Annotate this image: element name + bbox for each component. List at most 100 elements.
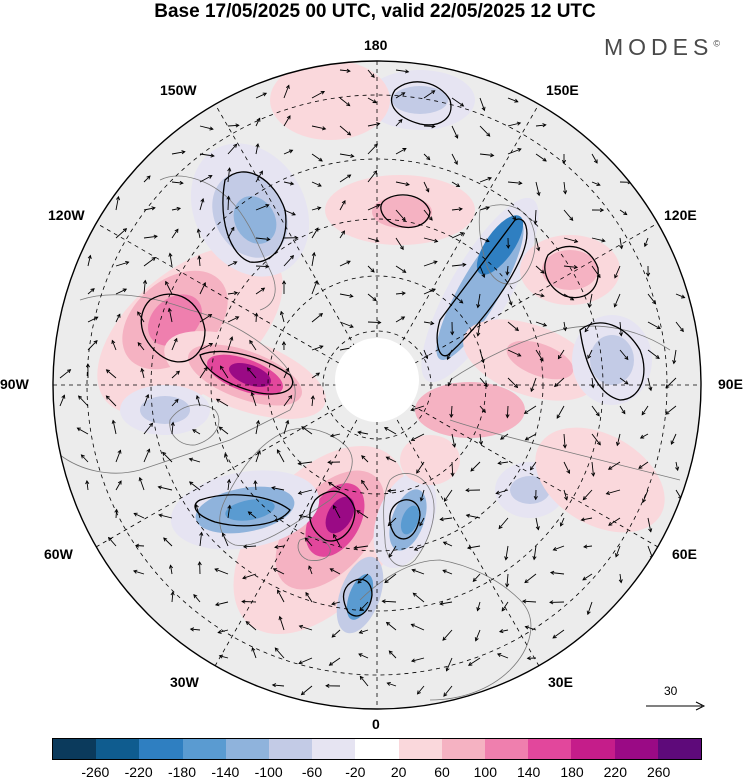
contour-ural-low	[579, 322, 645, 401]
wind-vector-head	[433, 238, 439, 243]
wind-vector-head	[595, 412, 600, 417]
wind-vector-head	[168, 564, 174, 569]
wind-vector	[298, 489, 313, 494]
anomaly-patch	[415, 382, 525, 438]
wind-vector	[59, 395, 65, 407]
wind-vector	[215, 601, 229, 606]
wind-vector-head	[540, 269, 545, 274]
wind-vector	[279, 616, 285, 631]
wind-vector-head	[285, 367, 290, 372]
anomaly-patch	[510, 476, 550, 504]
wind-vector	[535, 181, 540, 196]
wind-vector	[501, 601, 509, 612]
wind-vector-head	[214, 602, 220, 607]
lon-label-30w: 30W	[170, 674, 199, 690]
colorbar-swatch	[528, 739, 572, 759]
wind-vector	[255, 313, 258, 323]
wind-vector-head	[117, 480, 122, 485]
wind-vector-head	[310, 395, 315, 400]
wind-vector-head	[358, 653, 363, 658]
wind-vector	[311, 153, 323, 162]
wind-vector-head	[459, 299, 464, 304]
wind-vector-head	[347, 174, 352, 179]
anomaly-patch	[476, 215, 524, 275]
wind-vector	[665, 377, 677, 389]
wind-vector-head	[593, 159, 598, 164]
colorbar-swatch	[225, 739, 270, 759]
wind-vector	[535, 153, 547, 162]
wind-vector	[193, 594, 201, 603]
wind-vector	[411, 433, 425, 441]
wind-vector-head	[428, 216, 433, 221]
wind-vector-head	[370, 73, 375, 79]
wind-vector-head	[327, 460, 332, 465]
contour-europe-low	[342, 578, 373, 617]
wind-vector-head	[454, 160, 458, 165]
wind-vector-head	[481, 106, 486, 112]
wind-vector-head	[486, 132, 491, 137]
wind-vector	[277, 589, 285, 603]
wind-vector	[199, 282, 206, 295]
wind-vector	[299, 625, 313, 631]
wind-vector	[143, 257, 156, 267]
wind-vector	[227, 261, 237, 267]
wind-vector	[170, 565, 173, 575]
wind-vector-head	[485, 206, 490, 211]
wind-vector	[479, 125, 491, 137]
wind-vector	[367, 321, 381, 324]
wind-vector	[272, 684, 285, 687]
contour-arctic-high	[380, 194, 431, 229]
coastline-europe	[359, 559, 532, 701]
anomaly-patch	[270, 61, 390, 140]
wind-vector	[608, 461, 621, 470]
wind-vector	[171, 151, 185, 155]
colorbar-swatch	[614, 739, 658, 759]
wind-vector-head	[327, 481, 333, 486]
wind-vector	[563, 489, 568, 500]
wind-vector-head	[642, 498, 646, 503]
wind-vector-head	[274, 647, 279, 652]
wind-vector	[192, 429, 201, 435]
wind-vector-head	[265, 203, 270, 208]
wind-vector	[339, 260, 351, 267]
wind-vector-head	[210, 153, 215, 158]
wind-vector-head	[226, 195, 231, 200]
wind-vector	[115, 228, 127, 239]
wind-vector-head	[495, 490, 500, 495]
wind-vector-head	[450, 331, 455, 336]
wind-vector	[642, 489, 649, 503]
wind-vector	[283, 149, 293, 155]
wind-vector	[553, 545, 565, 551]
wind-vector-head	[675, 466, 680, 472]
wind-vector-head	[476, 332, 481, 337]
wind-vector-head	[562, 444, 567, 449]
wind-vectors	[59, 68, 686, 697]
wind-vector	[339, 153, 354, 157]
wind-vector-head	[443, 692, 448, 697]
wind-vector	[591, 405, 600, 417]
wind-vector	[198, 256, 201, 267]
wind-vector-head	[377, 320, 382, 325]
wind-vector-head	[146, 448, 151, 453]
wind-vector	[535, 517, 539, 530]
wind-vector	[190, 628, 201, 631]
wind-vector	[647, 321, 661, 329]
colorbar-tick-label: -20	[345, 764, 366, 780]
wind-vector	[134, 512, 145, 519]
wind-vector	[115, 288, 127, 295]
wind-vector-head	[328, 661, 334, 666]
wind-vector	[497, 653, 509, 659]
wind-vector	[507, 377, 518, 388]
wind-vector-head	[388, 650, 393, 655]
wind-vector-head	[465, 513, 471, 518]
wind-vector	[507, 293, 512, 306]
wind-vector	[506, 405, 509, 418]
wind-vector-head	[170, 591, 175, 596]
wind-vector	[470, 461, 481, 472]
wind-vector-head	[615, 553, 619, 558]
map-title: Base 17/05/2025 00 UTC, valid 22/05/2025…	[154, 1, 596, 22]
wind-vector	[442, 569, 453, 575]
wind-vector-head	[596, 441, 601, 446]
wind-vector	[311, 91, 325, 99]
wind-vector	[143, 175, 151, 183]
